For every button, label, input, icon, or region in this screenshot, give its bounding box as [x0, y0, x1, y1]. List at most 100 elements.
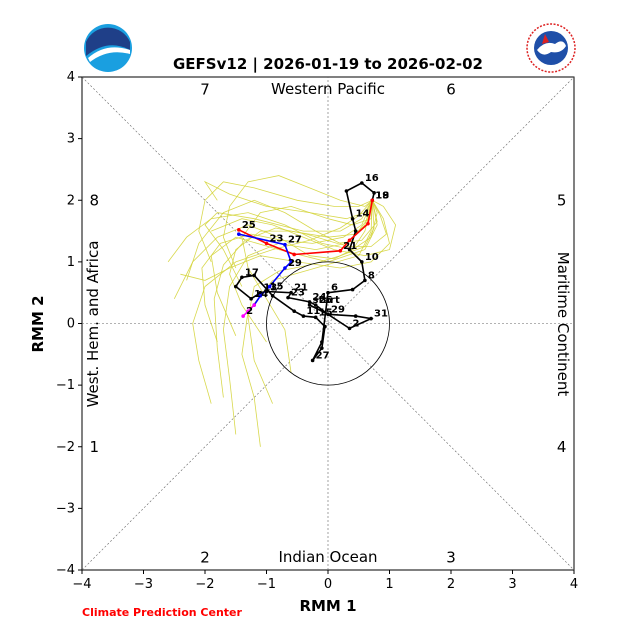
phase-number: 1	[90, 438, 100, 456]
observed-point	[363, 278, 367, 283]
x-axis-label: RMM 1	[299, 597, 356, 615]
day-label: 11	[306, 306, 320, 317]
forecast-point	[267, 284, 272, 289]
day-label: 14	[254, 289, 268, 300]
observed-point	[313, 315, 318, 320]
credit-label: Climate Prediction Center	[82, 606, 242, 619]
grid-diagonal-down	[81, 76, 575, 571]
forecast-point	[283, 266, 287, 270]
day-label: 15	[270, 281, 284, 292]
observed-point	[360, 181, 364, 185]
observed-point	[353, 229, 358, 233]
observed-point	[350, 287, 355, 292]
unit-circle-layer	[266, 261, 390, 386]
observed-track	[233, 181, 376, 363]
y-tick-label: 2	[67, 193, 75, 208]
noaa-logo	[84, 24, 132, 72]
day-label: 2	[353, 318, 360, 329]
region-top-label: Western Pacific	[271, 80, 385, 98]
ensemble-member-line	[203, 180, 373, 220]
observed-point	[360, 260, 364, 264]
day-label: 14	[356, 209, 370, 220]
grid-lines	[81, 76, 575, 571]
ensemble-member-line	[241, 200, 373, 373]
forecast-point	[366, 221, 370, 226]
observed-point	[369, 316, 373, 321]
observed-point	[347, 326, 352, 331]
observed-point	[301, 314, 306, 318]
ensemble-member-line	[229, 200, 373, 343]
region-left-label: West. Hem. and Africa	[84, 241, 102, 408]
day-label: 16	[365, 173, 379, 184]
forecast-point	[237, 232, 241, 236]
forecast-point	[347, 238, 352, 243]
forecast-point	[246, 309, 250, 313]
phase-number: 5	[557, 191, 567, 209]
observed-point	[270, 293, 275, 298]
phase-number: 6	[446, 80, 456, 98]
day-label: 17	[245, 267, 259, 278]
observed-point	[320, 346, 324, 350]
forecast-point	[241, 314, 245, 318]
day-label: 27	[316, 350, 330, 361]
x-tick-label: 3	[508, 577, 516, 592]
day-label: 21	[294, 283, 308, 294]
ensemble-member-line	[222, 175, 373, 269]
y-tick-label: −3	[56, 501, 75, 516]
observed-point	[353, 314, 358, 318]
day-label: 2	[246, 306, 253, 317]
forecast-point	[264, 241, 269, 246]
x-tick-label: −3	[134, 577, 153, 592]
observed-point	[313, 303, 318, 307]
chart-title: GEFSv12 | 2026-01-19 to 2026-02-02	[173, 55, 483, 74]
region-bottom-label: Indian Ocean	[278, 548, 377, 566]
day-label: 25	[242, 220, 256, 231]
ensemble-member-line	[186, 199, 387, 281]
y-tick-label: −4	[56, 563, 75, 578]
observed-point	[292, 309, 296, 313]
region-right-label: Maritime Continent	[554, 252, 572, 397]
y-tick-label: −2	[56, 440, 75, 455]
observed-point	[252, 273, 256, 278]
x-tick-label: 2	[447, 577, 455, 592]
observed-point	[289, 290, 293, 295]
observed-point	[249, 297, 253, 301]
ensemble-member-line	[213, 200, 378, 398]
y-axis-label: RMM 2	[29, 295, 47, 352]
phase-number: 3	[446, 549, 456, 567]
forecast-mean-track	[237, 198, 375, 318]
observed-point	[344, 189, 349, 193]
observed-point	[307, 300, 312, 304]
y-tick-label: 0	[67, 317, 75, 332]
forecast-point	[283, 242, 287, 247]
x-tick-label: −4	[72, 577, 91, 592]
observed-point	[307, 303, 312, 307]
observed-point	[350, 216, 355, 221]
forecast-point	[370, 198, 375, 203]
day-label: 29	[288, 258, 302, 269]
observed-point	[310, 358, 315, 363]
ensemble-members	[167, 175, 397, 447]
ensemble-member-line	[192, 200, 373, 404]
forecast-point	[237, 228, 241, 232]
nws-logo	[526, 23, 576, 73]
ensemble-member-line	[241, 200, 373, 447]
day-label: 8	[368, 270, 375, 281]
observed-point	[320, 340, 324, 344]
observed-point	[326, 312, 330, 317]
ensemble-member-line	[247, 200, 375, 404]
phase-number: 8	[90, 191, 100, 209]
observed-point	[323, 324, 327, 329]
observed-point	[286, 295, 290, 300]
forecast-point	[252, 303, 256, 307]
day-label: 29	[331, 304, 345, 315]
day-label: 19	[375, 190, 389, 201]
phase-number: 2	[200, 549, 210, 567]
forecast-point	[292, 252, 296, 257]
x-tick-label: −1	[257, 577, 276, 592]
observed-point	[258, 290, 263, 295]
forecast-point	[338, 248, 343, 253]
observed-point	[372, 191, 376, 195]
